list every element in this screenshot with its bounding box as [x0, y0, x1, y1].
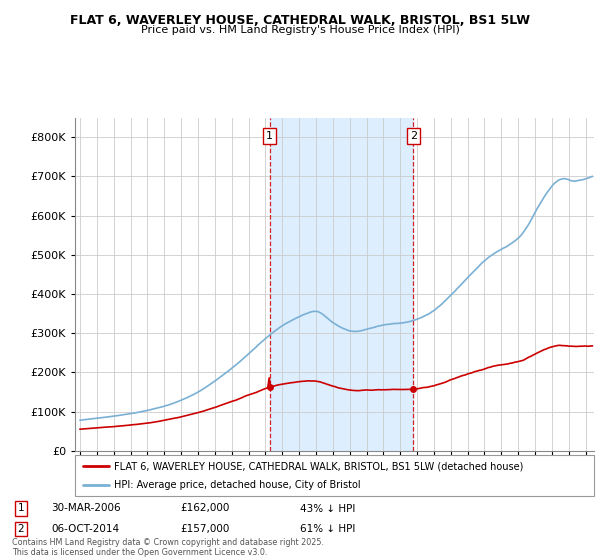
FancyBboxPatch shape — [75, 455, 594, 496]
Text: Price paid vs. HM Land Registry's House Price Index (HPI): Price paid vs. HM Land Registry's House … — [140, 25, 460, 35]
Text: 1: 1 — [266, 131, 273, 141]
Text: Contains HM Land Registry data © Crown copyright and database right 2025.
This d: Contains HM Land Registry data © Crown c… — [12, 538, 324, 557]
Text: 2: 2 — [410, 131, 417, 141]
Text: FLAT 6, WAVERLEY HOUSE, CATHEDRAL WALK, BRISTOL, BS1 5LW (detached house): FLAT 6, WAVERLEY HOUSE, CATHEDRAL WALK, … — [114, 461, 523, 471]
Text: 43% ↓ HPI: 43% ↓ HPI — [300, 503, 355, 514]
Text: 1: 1 — [17, 503, 25, 514]
Text: 61% ↓ HPI: 61% ↓ HPI — [300, 524, 355, 534]
Text: FLAT 6, WAVERLEY HOUSE, CATHEDRAL WALK, BRISTOL, BS1 5LW: FLAT 6, WAVERLEY HOUSE, CATHEDRAL WALK, … — [70, 14, 530, 27]
Bar — [269, 118, 413, 451]
Text: £162,000: £162,000 — [180, 503, 229, 514]
Text: HPI: Average price, detached house, City of Bristol: HPI: Average price, detached house, City… — [114, 480, 361, 489]
Text: 30-MAR-2006: 30-MAR-2006 — [51, 503, 121, 514]
Text: £157,000: £157,000 — [180, 524, 229, 534]
Text: 06-OCT-2014: 06-OCT-2014 — [51, 524, 119, 534]
Text: 2: 2 — [17, 524, 25, 534]
